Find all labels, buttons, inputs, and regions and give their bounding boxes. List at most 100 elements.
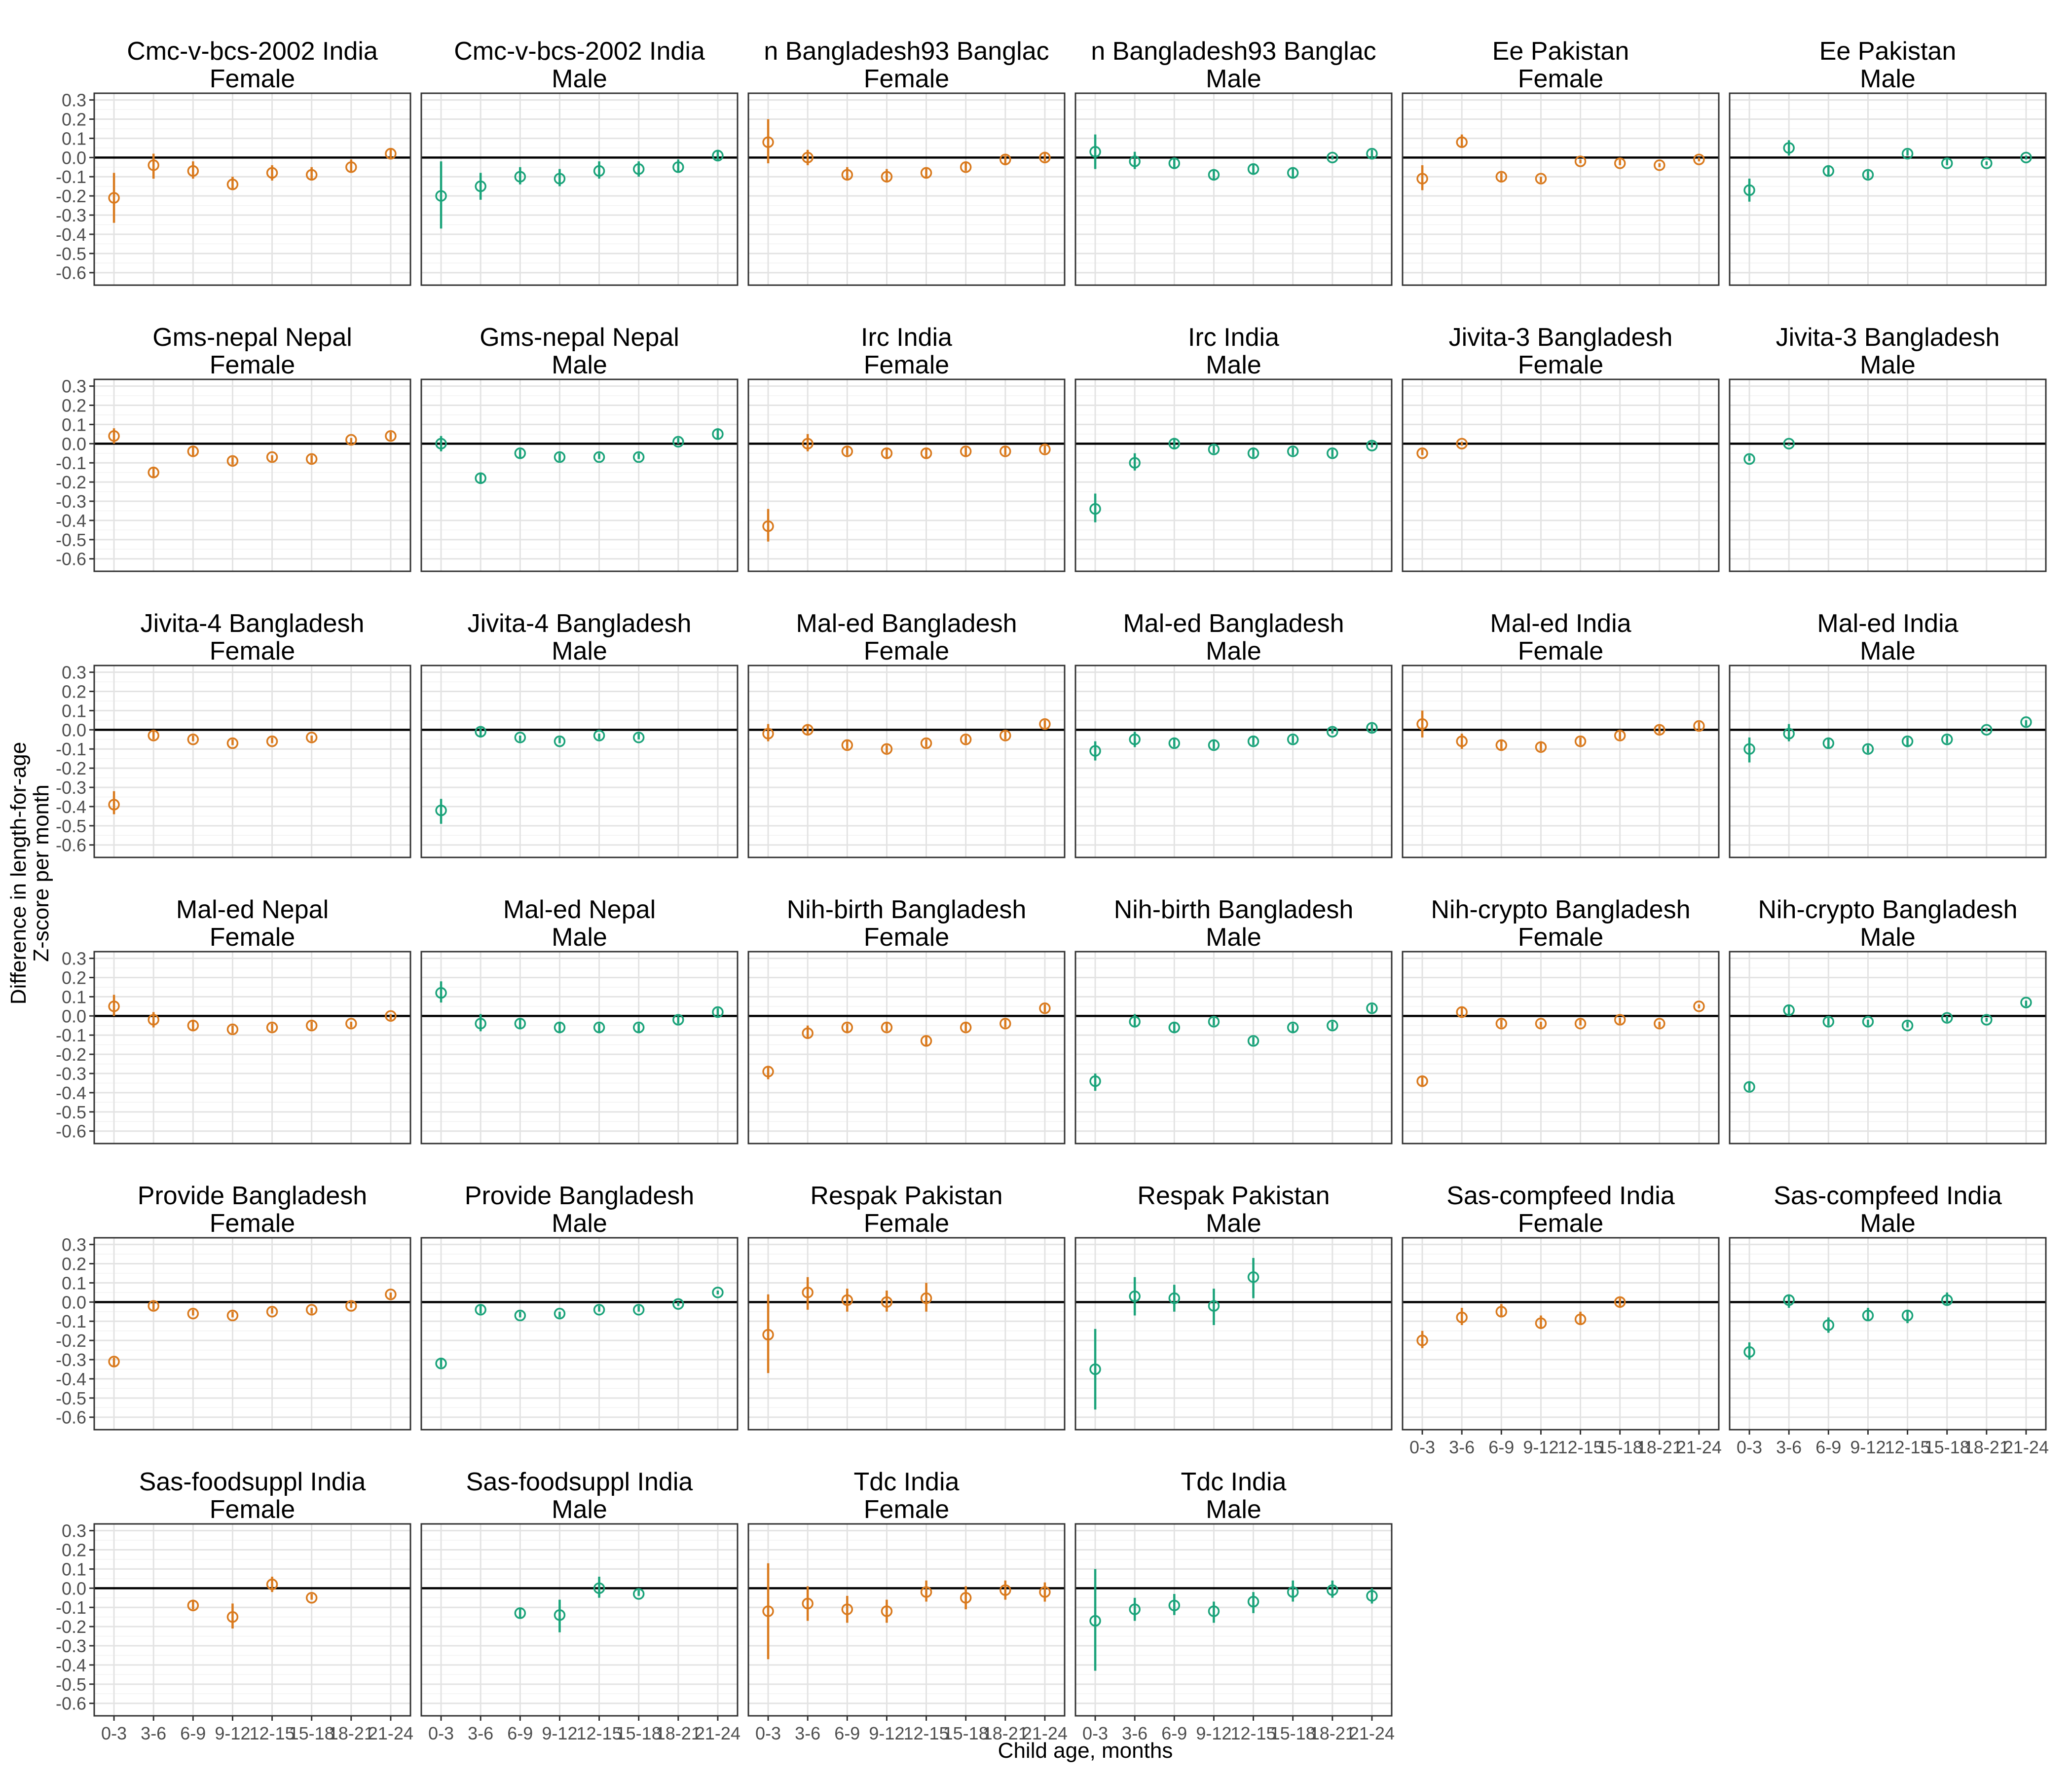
data-point-group bbox=[1039, 444, 1051, 455]
y-tick-label: -0.2 bbox=[56, 1617, 86, 1637]
data-point bbox=[385, 148, 397, 160]
data-point bbox=[1535, 173, 1547, 185]
panel-border bbox=[420, 92, 739, 286]
data-point-group bbox=[554, 1021, 566, 1034]
y-tick-label: -0.2 bbox=[56, 472, 86, 492]
data-point bbox=[593, 1582, 605, 1594]
data-point bbox=[1743, 743, 1755, 755]
data-point bbox=[960, 1021, 972, 1034]
data-point-group bbox=[1416, 1331, 1428, 1348]
data-point-group bbox=[475, 472, 486, 484]
data-point bbox=[1614, 730, 1626, 741]
data-point bbox=[920, 1292, 932, 1304]
data-point-group bbox=[435, 799, 447, 824]
data-point bbox=[1287, 734, 1299, 745]
panel-border bbox=[747, 1237, 1066, 1431]
data-point-group bbox=[712, 1006, 724, 1018]
x-tick-label: 21-24 bbox=[1022, 1723, 1068, 1743]
data-point-group bbox=[187, 1599, 199, 1612]
data-point-group bbox=[881, 1599, 893, 1623]
data-point-group bbox=[881, 743, 893, 755]
data-point-group bbox=[1287, 167, 1299, 179]
panel: Gms-nepal NepalFemale0.30.20.10.0-0.1-0.… bbox=[56, 323, 411, 572]
data-point bbox=[1168, 157, 1181, 169]
x-tick-label: 0-3 bbox=[1737, 1437, 1762, 1457]
data-point bbox=[305, 1020, 318, 1032]
data-point-group bbox=[881, 169, 893, 183]
data-point bbox=[632, 732, 645, 743]
data-point-group bbox=[1941, 1292, 1953, 1306]
panel-border bbox=[747, 665, 1066, 858]
data-point-group bbox=[266, 1021, 278, 1034]
data-point-group bbox=[514, 732, 526, 743]
data-point bbox=[1168, 1292, 1181, 1304]
data-point-group bbox=[385, 148, 397, 160]
y-tick-label: -0.5 bbox=[56, 816, 86, 836]
panel-border bbox=[420, 378, 739, 572]
data-point bbox=[1901, 1309, 1914, 1322]
data-point bbox=[266, 735, 278, 747]
data-point-group bbox=[1456, 734, 1468, 749]
data-point-group bbox=[385, 1289, 397, 1300]
data-point bbox=[1822, 1016, 1835, 1028]
x-tick-label: 6-9 bbox=[1161, 1723, 1187, 1743]
data-point bbox=[762, 1605, 774, 1617]
data-point bbox=[1693, 153, 1705, 165]
data-point-group bbox=[108, 1356, 120, 1368]
data-point bbox=[1247, 163, 1259, 175]
data-point-group bbox=[1574, 735, 1587, 747]
panel-title: Respak Pakistan bbox=[810, 1182, 1002, 1210]
x-tick-label: 12-15 bbox=[577, 1723, 622, 1743]
panel-border bbox=[1729, 665, 2047, 858]
x-tick-label: 3-6 bbox=[1776, 1437, 1802, 1457]
data-point bbox=[1129, 1603, 1141, 1615]
panel-border bbox=[1402, 665, 1720, 858]
data-point bbox=[841, 739, 853, 751]
panel-background bbox=[94, 666, 410, 857]
data-point bbox=[1168, 737, 1181, 749]
data-point-group bbox=[1822, 1016, 1835, 1028]
panel-subtitle-sex: Female bbox=[1518, 923, 1603, 952]
data-point-group bbox=[1981, 157, 1993, 169]
data-point bbox=[1327, 1020, 1338, 1032]
data-point-group bbox=[999, 1580, 1011, 1600]
data-point-group bbox=[1416, 447, 1428, 459]
data-point bbox=[305, 169, 318, 181]
data-point bbox=[1981, 724, 1993, 736]
y-tick-label: 0.3 bbox=[62, 1521, 86, 1541]
data-point bbox=[841, 1603, 853, 1615]
data-point bbox=[1089, 146, 1101, 158]
data-point-group bbox=[1039, 151, 1051, 164]
data-point bbox=[305, 453, 318, 465]
panel-title: Mal-ed Nepal bbox=[503, 895, 656, 924]
data-point-group bbox=[593, 161, 605, 179]
data-point-group bbox=[305, 167, 318, 181]
data-point-group bbox=[148, 1012, 159, 1028]
data-point-group bbox=[1416, 165, 1428, 190]
panel-border bbox=[1074, 378, 1393, 572]
y-tick-label: 0.3 bbox=[62, 949, 86, 969]
data-point-group bbox=[1693, 153, 1705, 165]
y-tick-label: 0.2 bbox=[62, 110, 86, 130]
data-point-group bbox=[1327, 726, 1338, 738]
data-point bbox=[1822, 737, 1835, 749]
data-point bbox=[1039, 151, 1051, 164]
y-tick-label: -0.3 bbox=[56, 1636, 86, 1656]
panel-title: Nih-crypto Bangladesh bbox=[1431, 895, 1690, 924]
data-point bbox=[1089, 1075, 1101, 1087]
data-point bbox=[593, 730, 605, 741]
panel-subtitle-sex: Male bbox=[1206, 1495, 1261, 1524]
data-point-group bbox=[1168, 1021, 1181, 1034]
data-point bbox=[960, 1592, 972, 1604]
data-point-group bbox=[632, 732, 645, 743]
data-point-group bbox=[266, 1576, 278, 1592]
data-point bbox=[108, 1000, 120, 1012]
data-point-group bbox=[1089, 741, 1101, 761]
